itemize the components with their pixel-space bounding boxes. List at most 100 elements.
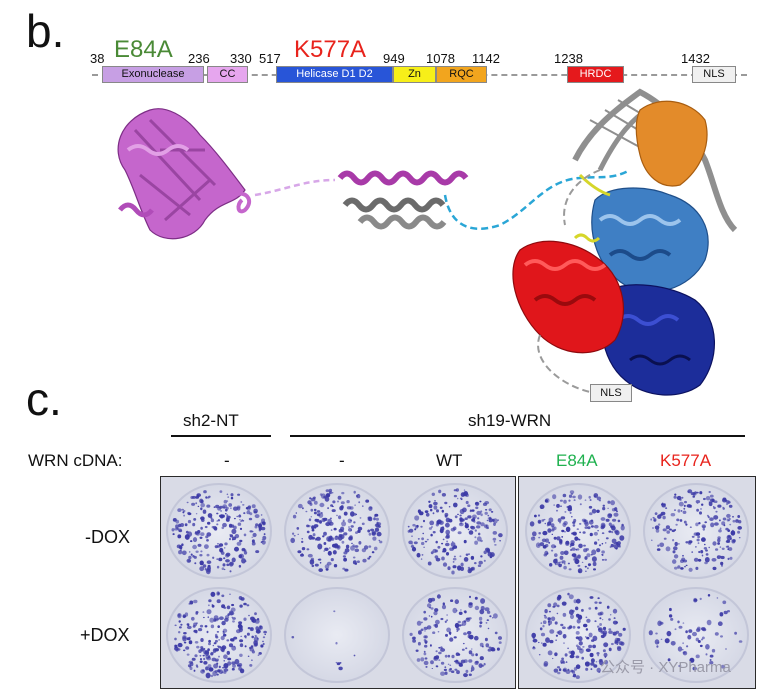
colony [562,634,567,639]
colony [576,548,580,551]
colony [590,533,594,536]
colony [446,619,448,622]
colony [475,502,479,505]
colony [709,659,712,661]
colony [424,630,426,632]
colony-spots [650,489,742,572]
colony [571,516,573,518]
colony [193,629,198,633]
colony [582,531,586,534]
colony [573,518,577,523]
colony [226,605,231,610]
colony [434,549,439,553]
colony [554,536,556,539]
colony [693,532,698,536]
colony [325,568,329,571]
colony [594,620,597,623]
row-label-plus-dox: +DOX [80,625,130,645]
colony [712,541,717,546]
colony [182,615,187,618]
colony [725,648,727,650]
colony [564,531,566,533]
plate-left [160,476,516,689]
colony [434,623,438,628]
colony [454,622,460,629]
colony [228,523,233,528]
colony [368,532,372,536]
colony [458,653,461,656]
colony [223,660,225,662]
colony [351,542,353,545]
colony [207,664,212,669]
colony [478,663,483,668]
colony [719,546,722,548]
colony [729,556,733,560]
colony [195,664,198,667]
colony [316,518,320,523]
colony [316,510,321,513]
colony [219,616,224,620]
rqc-structure [635,100,708,187]
colony [208,604,210,607]
colony [577,564,581,567]
colony [430,508,433,512]
colony [192,544,197,550]
colony [221,648,225,653]
colony [202,611,205,613]
colony [654,639,660,645]
colony [439,520,444,525]
colony [487,551,492,557]
colony [616,643,618,645]
colony [463,632,467,636]
colony [442,547,447,553]
colony [680,559,684,563]
colony [553,504,556,506]
colony [569,625,573,629]
colony [229,611,235,616]
colony [559,499,563,502]
colony [673,495,677,499]
colony [445,633,448,637]
colony [353,512,357,516]
colony [217,625,220,628]
colony [532,647,536,650]
colony [232,663,236,668]
colony [689,526,692,528]
colony [655,632,658,635]
colony [216,512,219,515]
colony [543,553,548,557]
colony [234,534,240,539]
colony [338,515,342,520]
colony [589,596,594,599]
colony [547,603,552,608]
colony [554,545,557,548]
colony [215,659,219,662]
colony [229,562,234,567]
colony [529,521,535,527]
colony [200,658,202,661]
colony [597,530,599,532]
colony [416,658,421,662]
colony [479,500,482,503]
colony [204,544,209,549]
colony [191,616,195,621]
colony [362,505,364,507]
colony [597,625,600,628]
colony [309,502,313,506]
colony [544,522,547,525]
colony [222,630,225,633]
colony [579,531,582,534]
helicase-d1-structure [600,284,716,396]
colony [695,654,700,659]
colony [672,550,676,554]
colony [378,539,381,542]
colony [725,545,728,548]
colony [559,522,561,524]
colony [196,494,199,497]
colony [430,597,436,602]
colony [554,621,558,625]
colony [584,556,588,560]
colony [726,503,728,506]
colony [451,670,455,673]
colony [561,529,565,533]
